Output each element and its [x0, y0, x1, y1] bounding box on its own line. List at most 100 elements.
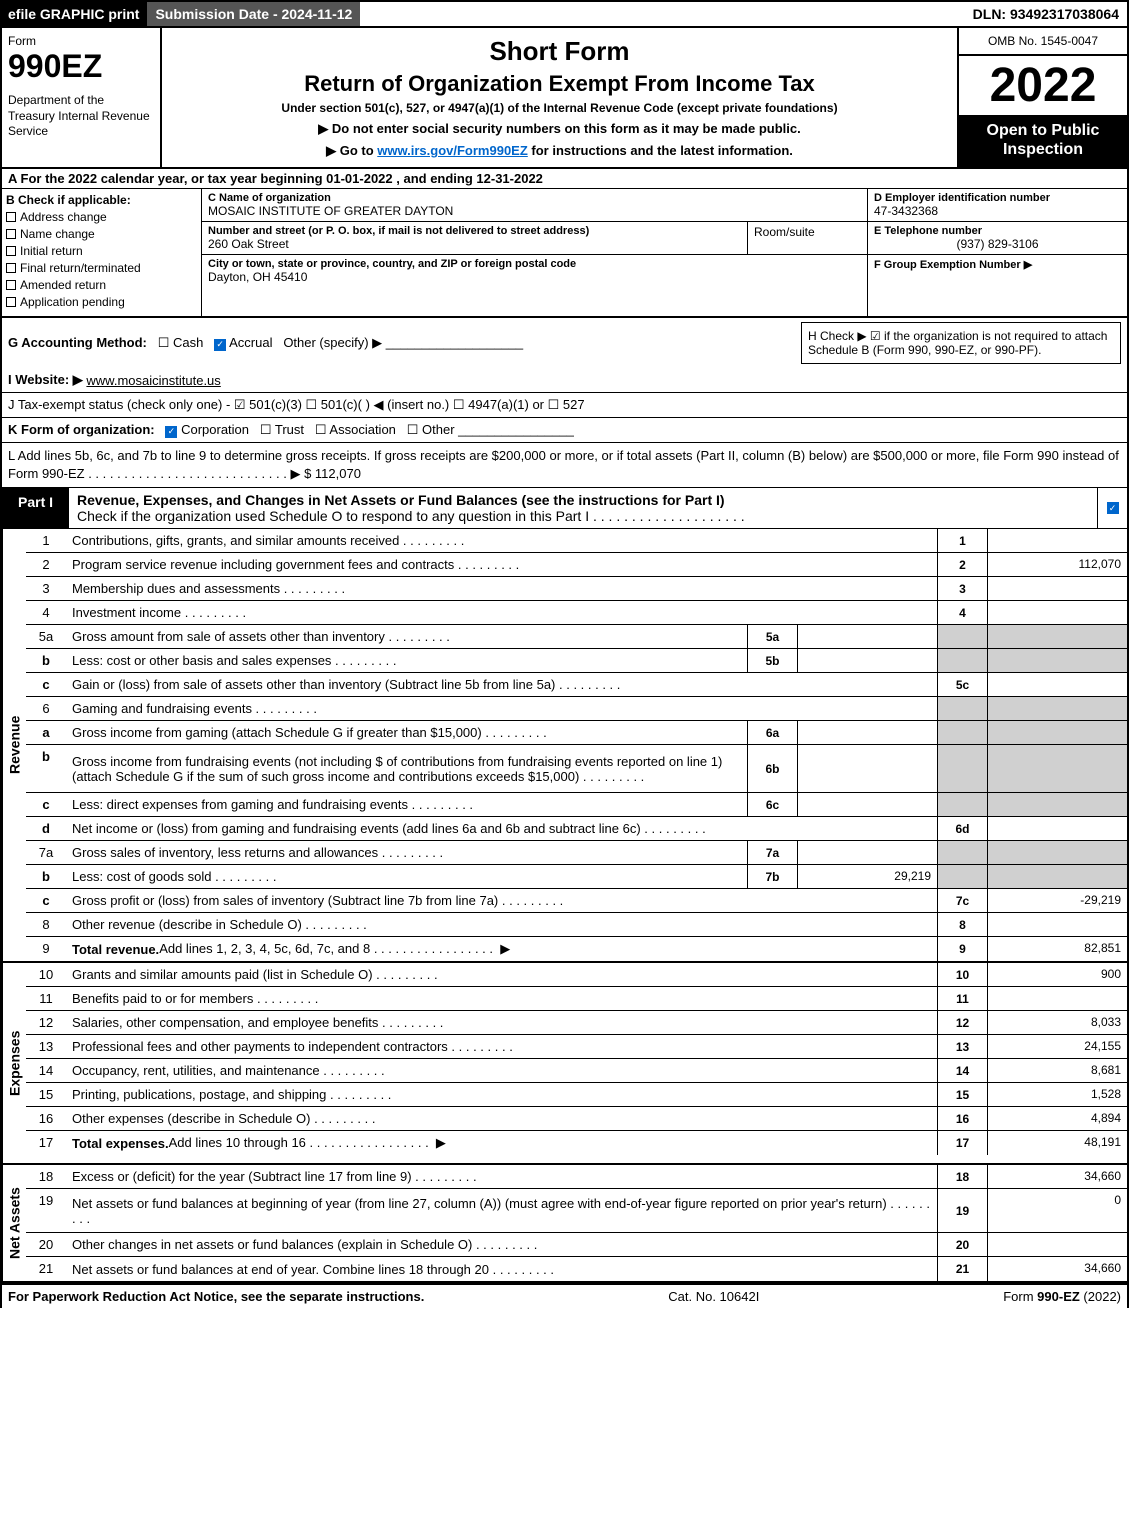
- right-val: [987, 529, 1127, 552]
- top-bar: efile GRAPHIC print Submission Date - 20…: [0, 0, 1129, 28]
- right-val: 8,681: [987, 1059, 1127, 1082]
- row-num: 11: [26, 987, 66, 1010]
- right-num: 3: [937, 577, 987, 600]
- section-b-label: B: [6, 193, 15, 207]
- row-num: 7a: [26, 841, 66, 864]
- row-num: c: [26, 793, 66, 816]
- right-val: 34,660: [987, 1165, 1127, 1188]
- right-val: -29,219: [987, 889, 1127, 912]
- main-info: B Check if applicable: Address change Na…: [0, 189, 1129, 318]
- inline-val: [797, 625, 937, 648]
- footer-left: For Paperwork Reduction Act Notice, see …: [8, 1289, 424, 1304]
- header-center: Short Form Return of Organization Exempt…: [162, 28, 957, 167]
- row-desc: Less: cost of goods sold . . . . . . . .…: [66, 865, 747, 888]
- row-num: b: [26, 745, 66, 792]
- revenue-label: Revenue: [2, 529, 26, 961]
- inline-val: [797, 721, 937, 744]
- table-row: 11Benefits paid to or for members . . . …: [26, 987, 1127, 1011]
- instruction-2: ▶ Go to www.irs.gov/Form990EZ for instru…: [170, 143, 949, 159]
- right-num: 14: [937, 1059, 987, 1082]
- check-final-return: Final return/terminated: [6, 261, 197, 275]
- addr-value: 260 Oak Street: [208, 237, 741, 251]
- section-i: I Website: ▶ www.mosaicinstitute.us: [0, 368, 1129, 393]
- row-num: 15: [26, 1083, 66, 1106]
- expenses-label: Expenses: [2, 963, 26, 1163]
- row-desc: Professional fees and other payments to …: [66, 1035, 937, 1058]
- netassets-section: Net Assets 18Excess or (deficit) for the…: [0, 1165, 1129, 1283]
- right-num-gray: [937, 721, 987, 744]
- section-a-text: A For the 2022 calendar year, or tax yea…: [8, 171, 543, 186]
- checkbox-icon[interactable]: [6, 297, 16, 307]
- inline-box-label: 5b: [747, 649, 797, 672]
- inline-box-label: 5a: [747, 625, 797, 648]
- k-assoc: Association: [329, 422, 395, 437]
- city-value: Dayton, OH 45410: [208, 270, 861, 284]
- row-desc: Net assets or fund balances at beginning…: [66, 1189, 937, 1232]
- table-row: 4Investment income . . . . . . . . . 4: [26, 601, 1127, 625]
- row-num: c: [26, 889, 66, 912]
- right-num: 11: [937, 987, 987, 1010]
- instruction-2-pre: ▶ Go to: [326, 143, 377, 158]
- table-row: bLess: cost of goods sold . . . . . . . …: [26, 865, 1127, 889]
- right-num: 9: [937, 937, 987, 961]
- table-row: 6Gaming and fundraising events . . . . .…: [26, 697, 1127, 721]
- row-desc: Other revenue (describe in Schedule O) .…: [66, 913, 937, 936]
- table-row: bLess: cost or other basis and sales exp…: [26, 649, 1127, 673]
- check-initial-return: Initial return: [6, 244, 197, 258]
- k-trust: Trust: [275, 422, 304, 437]
- check-name-change: Name change: [6, 227, 197, 241]
- inline-box-label: 6a: [747, 721, 797, 744]
- table-row: 15Printing, publications, postage, and s…: [26, 1083, 1127, 1107]
- table-row: 20Other changes in net assets or fund ba…: [26, 1233, 1127, 1257]
- j-text: J Tax-exempt status (check only one) - ☑…: [8, 397, 585, 413]
- checkbox-icon[interactable]: [6, 280, 16, 290]
- ein-value: 47-3432368: [874, 204, 1121, 218]
- table-row: cGross profit or (loss) from sales of in…: [26, 889, 1127, 913]
- part1-check: ✓: [1097, 488, 1127, 528]
- row-num: 18: [26, 1165, 66, 1188]
- irs-link[interactable]: www.irs.gov/Form990EZ: [377, 143, 528, 158]
- footer-right-bold: 990-EZ: [1037, 1289, 1080, 1304]
- tax-year: 2022: [959, 56, 1127, 115]
- row-desc: Net income or (loss) from gaming and fun…: [66, 817, 937, 840]
- table-row: 5aGross amount from sale of assets other…: [26, 625, 1127, 649]
- table-row: 12Salaries, other compensation, and empl…: [26, 1011, 1127, 1035]
- check-init-label: Initial return: [20, 244, 83, 258]
- table-row: cLess: direct expenses from gaming and f…: [26, 793, 1127, 817]
- phone-label: E Telephone number: [874, 225, 1121, 237]
- phone-value: (937) 829-3106: [874, 237, 1121, 251]
- row-num: 5a: [26, 625, 66, 648]
- checkmark-icon: ✓: [214, 339, 226, 351]
- row-num: 2: [26, 553, 66, 576]
- right-num: 7c: [937, 889, 987, 912]
- g-accrual: Accrual: [229, 335, 272, 350]
- inline-box-label: 6b: [747, 745, 797, 792]
- k-other: Other: [422, 422, 455, 437]
- g-cash: Cash: [173, 335, 203, 350]
- page-footer: For Paperwork Reduction Act Notice, see …: [0, 1283, 1129, 1308]
- right-num: 18: [937, 1165, 987, 1188]
- row-desc: Program service revenue including govern…: [66, 553, 937, 576]
- table-row: 2Program service revenue including gover…: [26, 553, 1127, 577]
- table-row: 17Total expenses. Add lines 10 through 1…: [26, 1131, 1127, 1155]
- table-row: 9Total revenue. Add lines 1, 2, 3, 4, 5c…: [26, 937, 1127, 961]
- checkbox-icon[interactable]: [6, 246, 16, 256]
- row-desc: Other expenses (describe in Schedule O) …: [66, 1107, 937, 1130]
- part1-label: Part I: [2, 488, 69, 528]
- checkbox-icon[interactable]: [6, 212, 16, 222]
- check-addr-label: Address change: [20, 210, 107, 224]
- inline-val: [797, 793, 937, 816]
- right-num: 5c: [937, 673, 987, 696]
- checkbox-icon[interactable]: [6, 263, 16, 273]
- right-val-gray: [987, 697, 1127, 720]
- expenses-section: Expenses 10Grants and similar amounts pa…: [0, 963, 1129, 1165]
- form-label: Form: [8, 34, 154, 48]
- right-num: 10: [937, 963, 987, 986]
- row-num: 20: [26, 1233, 66, 1256]
- row-desc: Total expenses. Add lines 10 through 16 …: [66, 1131, 937, 1155]
- checkbox-icon[interactable]: [6, 229, 16, 239]
- check-name-label: Name change: [20, 227, 95, 241]
- ein-label: D Employer identification number: [874, 192, 1121, 204]
- section-j: J Tax-exempt status (check only one) - ☑…: [0, 393, 1129, 418]
- right-num: 20: [937, 1233, 987, 1256]
